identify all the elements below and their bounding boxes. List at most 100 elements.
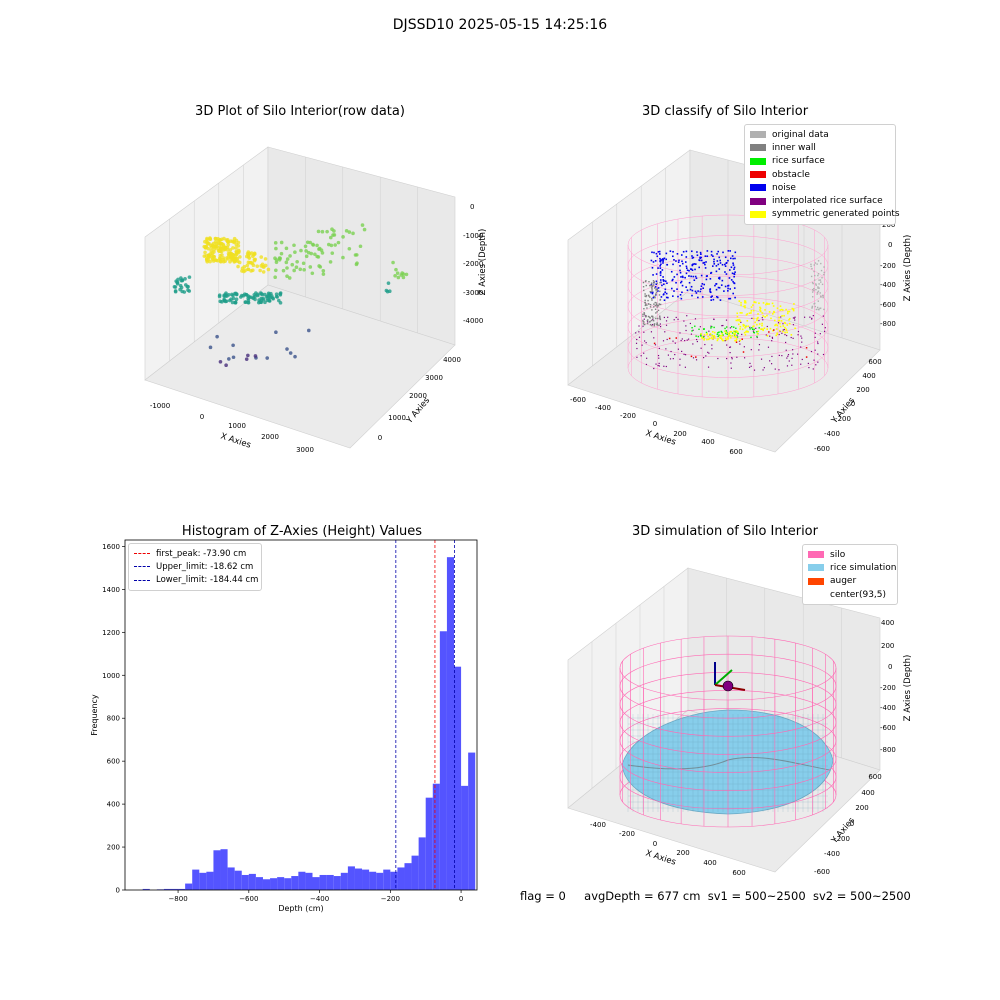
inner-wall-point — [651, 315, 653, 318]
interpolated-point — [781, 332, 783, 334]
symmetric-point — [700, 333, 702, 335]
symmetric-point — [776, 324, 779, 327]
interpolated-point — [758, 349, 760, 351]
rice-surface-point — [735, 327, 737, 330]
interpolated-point — [756, 336, 758, 339]
interpolated-point — [707, 366, 710, 368]
symmetric-point — [707, 335, 709, 338]
noise-point — [699, 251, 702, 254]
inner-wall-point — [644, 293, 646, 295]
legend-entry: original data — [750, 128, 890, 141]
inner-wall-point — [647, 319, 649, 321]
scatter-point — [313, 252, 317, 257]
original-point — [817, 260, 820, 262]
interpolated-point — [640, 355, 642, 357]
scatter-point — [274, 260, 279, 265]
symmetric-point — [770, 317, 772, 320]
histogram-bar — [312, 877, 320, 890]
scatter-point — [401, 272, 406, 276]
scatter-point — [215, 334, 219, 339]
avg-depth-text: avgDepth = 677 cm — [584, 889, 701, 903]
original-point — [818, 283, 820, 285]
obstacle-point — [742, 351, 745, 353]
interpolated-point — [658, 357, 660, 359]
inner-wall-point — [658, 324, 660, 327]
interpolated-point — [787, 354, 790, 356]
symmetric-point — [745, 314, 748, 316]
symmetric-point — [740, 304, 742, 306]
noise-point — [680, 254, 683, 256]
symmetric-point — [766, 303, 769, 305]
symmetric-point — [703, 339, 705, 341]
interpolated-point — [800, 346, 802, 348]
noise-point — [684, 276, 686, 279]
scatter-point — [360, 223, 365, 227]
histogram-bar — [319, 874, 327, 890]
interpolated-point — [663, 365, 665, 367]
legend-label: Upper_limit: -18.62 cm — [156, 561, 254, 572]
panel2-silo-wireframe — [627, 214, 829, 399]
noise-point — [691, 264, 694, 266]
noise-point — [716, 296, 719, 299]
inner-wall-point — [643, 313, 646, 315]
scatter-point — [277, 298, 281, 303]
histogram-bar — [369, 871, 377, 890]
noise-point — [685, 267, 688, 269]
interpolated-point — [724, 340, 726, 342]
scatter-point — [217, 293, 222, 297]
noise-point — [663, 299, 666, 302]
inner-wall-point — [655, 317, 657, 320]
interpolated-point — [748, 366, 751, 368]
p4-ytick: 200 — [855, 804, 868, 812]
scatter-point — [252, 253, 256, 257]
inner-wall-point — [651, 299, 653, 301]
noise-point — [685, 265, 688, 268]
interpolated-point — [717, 357, 719, 360]
inner-wall-point — [655, 312, 657, 314]
original-point — [810, 263, 812, 266]
scatter-point — [178, 287, 182, 292]
interpolated-point — [729, 346, 732, 348]
interpolated-point — [686, 315, 688, 317]
panel3-legend: first_peak: -73.90 cm Upper_limit: -18.6… — [128, 543, 262, 591]
symmetric-point — [739, 320, 741, 322]
symmetric-point — [785, 328, 787, 331]
legend-label: symmetric generated points — [772, 209, 900, 220]
noise-point — [703, 283, 706, 286]
original-point — [820, 296, 822, 298]
interpolated-point — [815, 364, 817, 366]
noise-point — [679, 281, 682, 284]
noise-point — [666, 282, 668, 285]
scatter-point — [246, 267, 251, 272]
legend-swatch — [134, 553, 150, 555]
noise-point — [706, 250, 709, 252]
scatter-point — [242, 264, 247, 269]
symmetric-point — [756, 333, 759, 335]
interpolated-point — [814, 332, 816, 334]
original-point — [813, 270, 815, 273]
x-tick-label: −600 — [239, 895, 258, 903]
interpolated-point — [690, 333, 693, 335]
symmetric-point — [775, 334, 778, 337]
panel1-title: 3D Plot of Silo Interior(row data) — [195, 104, 405, 119]
noise-point — [712, 255, 714, 258]
interpolated-point — [681, 338, 683, 340]
rice-surface-point — [731, 332, 734, 334]
scatter-point — [294, 265, 299, 270]
symmetric-point — [792, 309, 795, 312]
scatter-point — [328, 260, 333, 264]
noise-point — [710, 250, 713, 253]
symmetric-point — [752, 309, 755, 312]
legend-label: silo — [830, 549, 846, 560]
histogram-bar — [298, 871, 306, 890]
noise-point — [724, 265, 727, 268]
noise-point — [671, 279, 674, 282]
scatter-point — [228, 298, 232, 303]
inner-wall-point — [653, 295, 655, 298]
scatter-point — [308, 265, 313, 269]
noise-point — [719, 259, 721, 262]
p1-xtick: 0 — [200, 413, 204, 421]
interpolated-point — [812, 368, 814, 370]
y-tick-label: 1600 — [102, 543, 120, 551]
